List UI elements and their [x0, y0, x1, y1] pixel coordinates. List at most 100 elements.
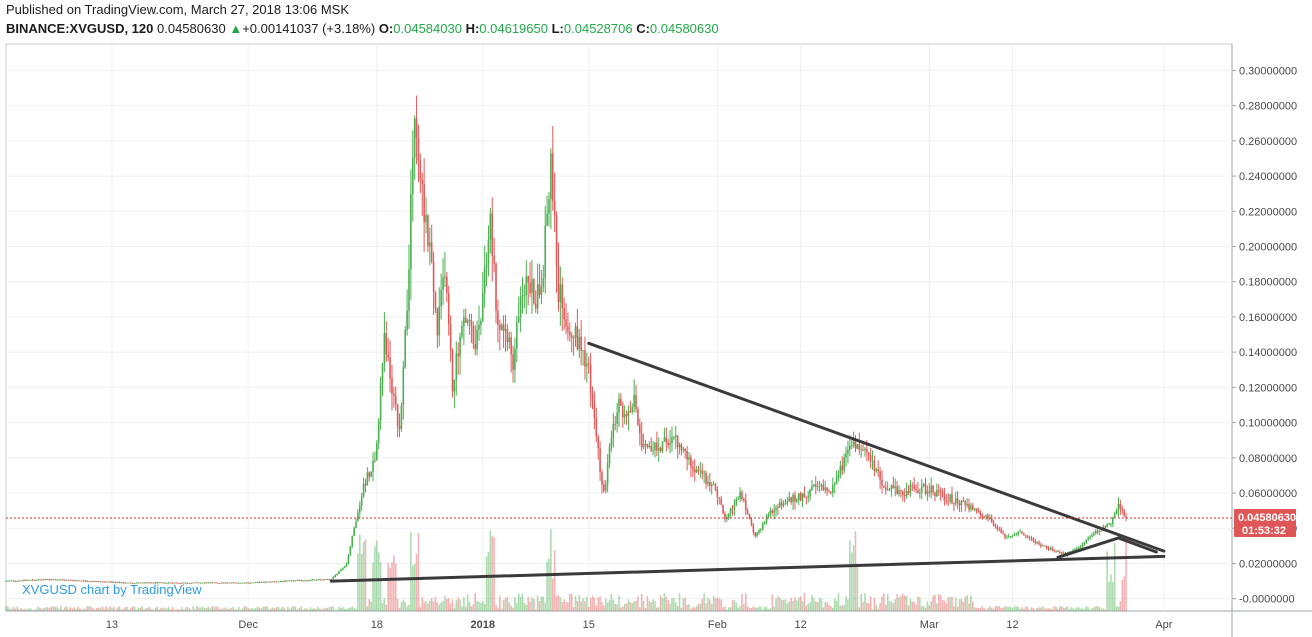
- volume-bar: [1028, 609, 1031, 611]
- volume-bar: [181, 607, 183, 611]
- volume-bar: [128, 609, 130, 611]
- candle-body: [833, 484, 836, 486]
- candle-body: [506, 329, 509, 343]
- volume-bar: [1043, 608, 1046, 611]
- candle-body: [190, 582, 193, 584]
- candle-body: [1100, 530, 1103, 532]
- volume-bar: [542, 596, 545, 611]
- candle-body: [869, 455, 872, 462]
- candle-body: [620, 398, 622, 406]
- candle-body: [954, 498, 957, 504]
- candle-body: [116, 582, 119, 583]
- candle-body: [864, 448, 866, 451]
- candle-body: [971, 505, 974, 510]
- volume-bar: [381, 602, 384, 611]
- volume-bar: [228, 608, 231, 611]
- volume-bar: [164, 608, 166, 611]
- candle-body: [103, 581, 106, 583]
- price-axis[interactable]: -0.00000000.020000000.040000000.06000000…: [1232, 65, 1297, 606]
- volume-bar: [761, 609, 764, 611]
- volume-bar: [245, 606, 248, 611]
- volume-bar: [249, 608, 251, 611]
- candle-body: [324, 579, 327, 581]
- candle-body: [457, 353, 459, 357]
- candle-body: [323, 579, 325, 581]
- volume-bar: [427, 603, 429, 611]
- volume-bar: [839, 605, 842, 611]
- candle-body: [557, 266, 560, 303]
- candle-body: [586, 363, 588, 367]
- volume-bar: [481, 601, 484, 611]
- candle-body: [763, 521, 766, 524]
- volume-bar: [287, 606, 289, 611]
- candle-body: [1051, 548, 1054, 551]
- volume-bar: [1045, 608, 1048, 611]
- volume-bar: [601, 602, 603, 611]
- candle-body: [489, 213, 492, 240]
- candle-body: [966, 503, 968, 506]
- volume-bar: [722, 607, 724, 611]
- volume-bar: [932, 595, 934, 611]
- candle-body: [686, 451, 688, 460]
- volume-bar: [398, 608, 401, 611]
- change-arrow-icon: ▲: [229, 21, 243, 36]
- volume-bar: [306, 608, 308, 611]
- volume-bar: [1123, 576, 1125, 611]
- candle-body: [589, 364, 592, 395]
- candle-body: [253, 582, 255, 584]
- volume-bar: [943, 600, 946, 611]
- volume-bar: [96, 608, 98, 611]
- candle-body: [523, 295, 526, 296]
- high-label: H:: [465, 21, 480, 36]
- candle-body: [1009, 536, 1012, 538]
- volume-bar: [883, 593, 885, 611]
- volume-bar: [404, 601, 407, 611]
- price-tick-label: 0.30000000: [1239, 65, 1297, 77]
- volume-bar: [871, 609, 874, 611]
- volume-bar: [814, 601, 817, 611]
- candle-body: [217, 582, 219, 584]
- volume-bar: [464, 606, 467, 611]
- volume-bar: [591, 595, 594, 611]
- candle-body: [1021, 531, 1023, 534]
- volume-bar: [533, 598, 535, 611]
- candle-body: [487, 239, 490, 265]
- candle-body: [423, 184, 425, 223]
- candle-body: [476, 329, 478, 350]
- volume-bar: [767, 609, 770, 611]
- candle-body: [256, 582, 259, 583]
- volume-bar: [156, 606, 159, 611]
- volume-bar: [831, 607, 834, 611]
- volume-bar: [366, 606, 369, 611]
- candle-body: [294, 580, 297, 582]
- candle-body: [786, 501, 789, 503]
- volume-bar: [905, 595, 908, 611]
- volume-bar: [41, 608, 43, 611]
- candle-body: [550, 153, 552, 199]
- candle-body: [754, 532, 757, 537]
- open-value: 0.04584030: [393, 21, 462, 36]
- candle-body: [483, 268, 486, 294]
- candle-body: [148, 582, 151, 584]
- candle-body: [937, 490, 940, 491]
- candle-body: [1098, 531, 1101, 533]
- time-axis[interactable]: 13 Dec 18 2018 15 Feb 12 Mar 12 Apr: [106, 619, 1173, 631]
- volume-bar: [349, 607, 352, 611]
- candle-body: [979, 511, 982, 516]
- candle-body: [888, 489, 891, 490]
- volume-bar: [80, 609, 83, 611]
- candle-body: [796, 499, 798, 502]
- volume-bar: [211, 606, 214, 611]
- volume-bar: [949, 596, 951, 611]
- volume-bar: [691, 607, 694, 611]
- candle-body: [251, 582, 253, 584]
- volume-bar: [780, 599, 783, 611]
- candle-body: [1079, 547, 1082, 548]
- volume-bar: [726, 609, 728, 611]
- volume-bar: [226, 608, 229, 611]
- candle-body: [109, 581, 111, 583]
- candle-body: [849, 445, 851, 450]
- candle-body: [650, 445, 652, 451]
- volume-bar: [143, 609, 145, 611]
